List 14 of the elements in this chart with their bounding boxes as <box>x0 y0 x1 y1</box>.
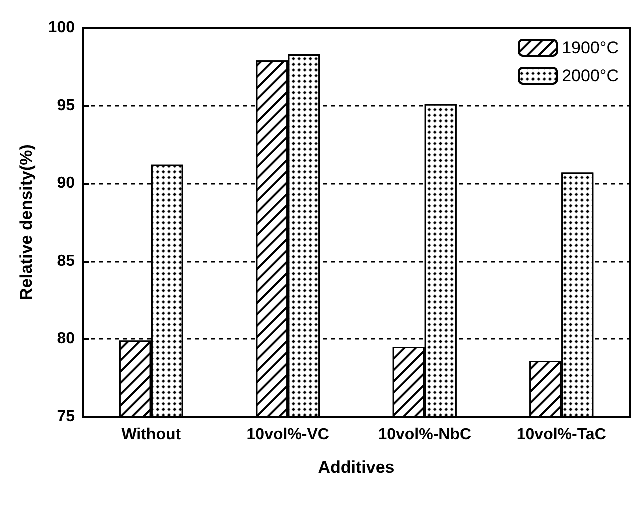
x-tick-label: Without <box>122 426 182 444</box>
x-tick-label: 10vol%-VC <box>246 426 330 444</box>
y-tick-label: 95 <box>57 97 76 114</box>
y-axis-title: Relative density(%) <box>17 144 36 300</box>
y-tick-label: 80 <box>57 330 76 348</box>
x-tick-label: 10vol%-TaC <box>516 426 607 444</box>
y-tick-label: 90 <box>57 175 76 192</box>
legend-label: 1900°C <box>562 38 620 58</box>
y-tick-label: 100 <box>48 20 76 36</box>
legend-label: 2000°C <box>562 66 620 86</box>
x-tick-label: 10vol%-NbC <box>378 426 472 444</box>
y-tick-label: 75 <box>57 408 76 426</box>
y-tick-label: 85 <box>57 252 76 270</box>
x-axis-title: Additives <box>318 458 395 477</box>
